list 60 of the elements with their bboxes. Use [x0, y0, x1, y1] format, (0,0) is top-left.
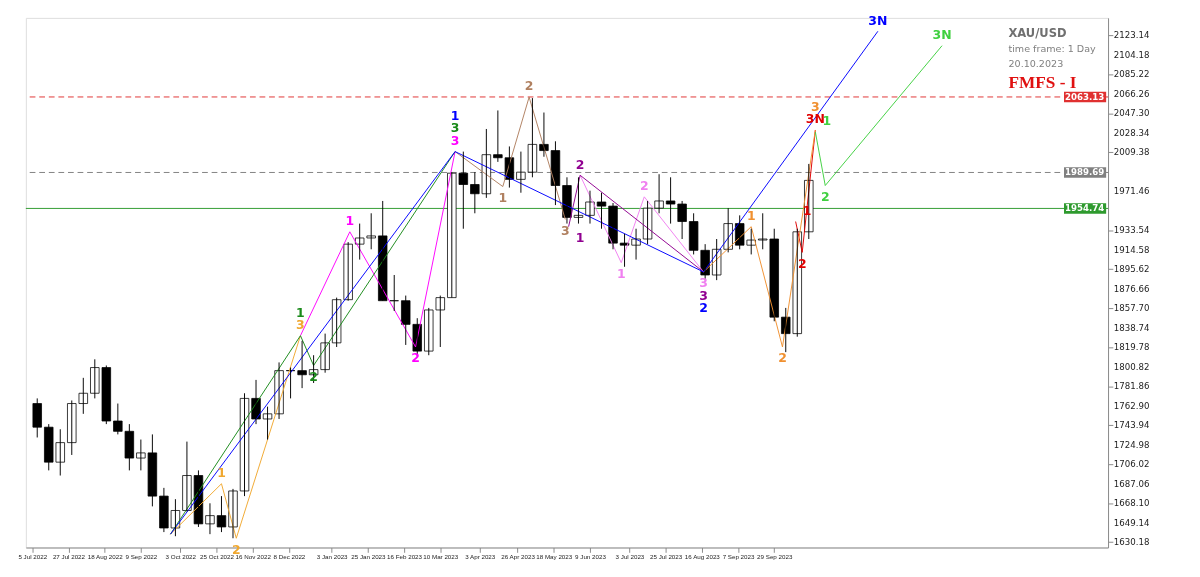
- annotation: 2: [575, 156, 585, 172]
- candlestick: [596, 192, 607, 230]
- annotation: 2: [820, 188, 830, 204]
- y-tick-label: 2123.14: [1113, 30, 1150, 41]
- line-series: [170, 30, 879, 535]
- y-tick-label: 1857.70: [1113, 303, 1150, 314]
- y-tick-label: 1933.54: [1113, 225, 1150, 236]
- y-tick-label: 1800.82: [1113, 361, 1150, 372]
- annotation: 1: [345, 213, 355, 229]
- annotation: 2: [524, 78, 534, 94]
- ref-line-label: 2063.13: [1065, 91, 1105, 102]
- annotation: 1: [217, 465, 226, 481]
- y-tick-label: 2085.22: [1113, 69, 1150, 80]
- y-tick-label: 1668.10: [1113, 498, 1150, 509]
- y-tick-label: 1762.90: [1113, 400, 1150, 411]
- candlestick: [32, 397, 42, 438]
- line-series: [170, 151, 456, 535]
- annotation: FMFS - I: [1008, 72, 1077, 92]
- ref-line-label: 1954.74: [1065, 203, 1105, 214]
- line-series: [170, 335, 301, 539]
- y-tick-label: 2028.34: [1113, 127, 1150, 138]
- candlestick: [205, 502, 215, 535]
- y-tick-label: 1819.78: [1113, 342, 1150, 353]
- y-tick-label: 1649.14: [1113, 517, 1150, 528]
- annotation: 1: [450, 107, 460, 123]
- annotation: 2: [411, 350, 420, 366]
- candlestick: [619, 233, 630, 268]
- annotation: 3N: [868, 12, 888, 28]
- y-tick-label: 2066.26: [1113, 88, 1150, 99]
- y-tick-label: 1971.46: [1113, 186, 1150, 197]
- y-tick-label: 1876.66: [1113, 283, 1150, 294]
- annotation: 3: [560, 222, 570, 238]
- y-tick-label: 1781.86: [1113, 381, 1150, 392]
- annotation: 3: [811, 98, 820, 114]
- annotation: 1: [746, 207, 756, 223]
- candlestick: [216, 495, 227, 533]
- y-tick-label: 1724.98: [1113, 439, 1150, 450]
- annotation: 2: [639, 178, 649, 194]
- y-tick-label: 2104.18: [1113, 49, 1150, 60]
- y-tick-label: 1743.94: [1113, 420, 1150, 431]
- y-tick-label: 1706.02: [1113, 459, 1150, 470]
- y-tick-label: 2009.38: [1113, 147, 1150, 158]
- annotation: 1: [498, 189, 508, 205]
- text: XAU/USD: [1008, 26, 1067, 41]
- annotation: 2: [778, 350, 787, 366]
- annotation: 1: [616, 265, 626, 281]
- y-tick-label: 2047.30: [1113, 108, 1150, 119]
- y-tick-label: 1838.74: [1113, 322, 1150, 333]
- y-tick-label: 1687.06: [1113, 478, 1150, 489]
- annotation: 2: [699, 300, 708, 316]
- ref-line-label: 1989.69: [1065, 167, 1105, 178]
- annotation: 1: [575, 229, 585, 245]
- candlestick: [573, 176, 584, 225]
- annotation: 20.10.2023: [1008, 57, 1064, 69]
- annotation: 3N: [805, 111, 825, 127]
- annotation: 3N: [932, 26, 952, 42]
- text: time frame: 1 Day: [1008, 43, 1097, 55]
- y-tick-label: 1895.62: [1113, 264, 1150, 275]
- y-tick-label: 1914.58: [1113, 244, 1150, 255]
- y-tick-label: 1630.18: [1113, 537, 1150, 548]
